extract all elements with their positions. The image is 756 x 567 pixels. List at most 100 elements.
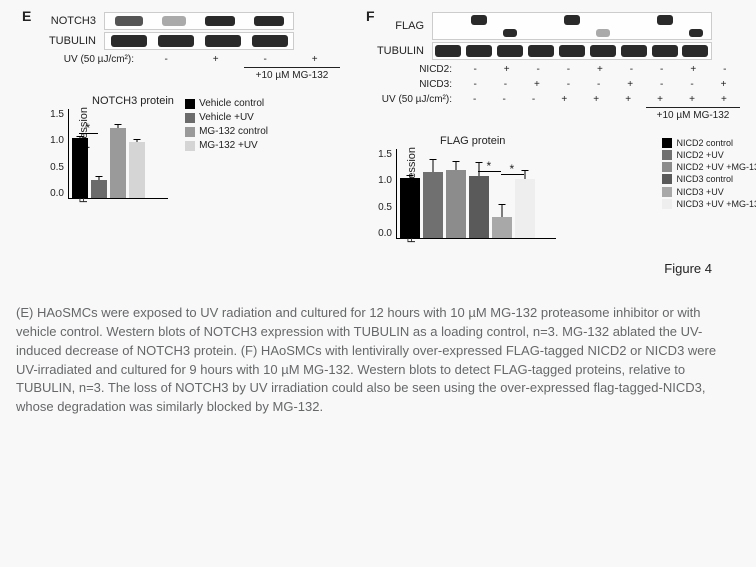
blot-image-tubulin-F <box>432 42 712 60</box>
legend-swatch <box>185 99 195 109</box>
blot-label-tubulin-F: TUBULIN <box>370 45 432 57</box>
condition-value: + <box>721 94 727 105</box>
legend-label: NICD3 control <box>676 173 733 185</box>
blot-label-notch3: NOTCH3 <box>42 15 104 27</box>
condition-value: - <box>164 54 167 65</box>
legend-swatch <box>662 162 672 172</box>
condition-value: - <box>567 64 570 75</box>
uv-values-E: - + - + <box>142 54 340 65</box>
condition-value: - <box>660 79 663 90</box>
legend-label: NICD3 +UV +MG-132 <box>676 198 756 210</box>
blot-image-notch3 <box>104 12 294 30</box>
band <box>497 45 523 57</box>
condition-value: + <box>213 54 219 65</box>
legend-label: MG-132 control <box>199 125 268 139</box>
legend-swatch <box>185 113 195 123</box>
legend-item: NICD2 +UV <box>662 149 756 161</box>
legend-label: NICD3 +UV <box>676 186 723 198</box>
legend-swatch <box>185 141 195 151</box>
condition-value: + <box>627 79 633 90</box>
legend-item: Vehicle control <box>185 97 268 111</box>
uv-label-E: UV (50 µJ/cm²): <box>42 54 142 65</box>
legend-label: Vehicle control <box>199 97 264 111</box>
blot-label-tubulin: TUBULIN <box>42 35 104 47</box>
bar <box>446 170 466 238</box>
legend-label: NICD2 +UV <box>676 149 723 161</box>
band <box>590 45 616 57</box>
legend-label: Vehicle +UV <box>199 111 254 125</box>
band <box>528 45 554 57</box>
condition-value: - <box>536 64 539 75</box>
band <box>115 16 143 26</box>
chart-E: NOTCH3 protein Relative expression 1.51.… <box>42 95 340 215</box>
condition-value: - <box>263 54 266 65</box>
condition-label: NICD3: <box>370 79 460 90</box>
y-tick: 0.5 <box>50 162 64 173</box>
y-tick: 1.0 <box>378 175 392 186</box>
significance-mark: * <box>510 162 515 176</box>
legend-swatch <box>662 199 672 209</box>
blot-image-tubulin-E <box>104 32 294 50</box>
condition-value: + <box>721 79 727 90</box>
bar <box>110 128 126 198</box>
lane <box>618 13 649 39</box>
lane <box>557 13 588 39</box>
mg132-bracket-F <box>646 107 740 108</box>
condition-value: - <box>630 64 633 75</box>
panel-label-E: E <box>22 8 31 24</box>
band <box>252 35 288 47</box>
condition-value: + <box>534 79 540 90</box>
band <box>652 45 678 57</box>
condition-value: + <box>312 54 318 65</box>
band <box>111 35 147 47</box>
legend-item: NICD2 +UV +MG-132 <box>662 161 756 173</box>
bar <box>129 142 145 198</box>
condition-value: + <box>593 94 599 105</box>
legend-item: NICD3 +UV <box>662 186 756 198</box>
condition-value: + <box>689 94 695 105</box>
band <box>205 16 235 26</box>
bar <box>423 172 443 238</box>
legend-item: MG-132 control <box>185 125 268 139</box>
mg132-label-F: +10 µM MG-132 <box>646 110 740 121</box>
y-tick: 1.5 <box>50 109 64 120</box>
band <box>205 35 241 47</box>
lane <box>495 13 526 39</box>
legend-swatch <box>662 187 672 197</box>
lane <box>526 13 557 39</box>
band <box>559 45 585 57</box>
lane <box>680 13 711 39</box>
legend-label: NICD2 control <box>676 137 733 149</box>
significance-mark: * <box>86 121 91 135</box>
western-blot-E: NOTCH3 TUBULIN UV (50 µJ/cm²): -+-+ +10 … <box>42 12 340 81</box>
western-blot-F: FLAG TUBULIN NICD2:-+--+--+-NICD3:--+--+… <box>370 12 740 121</box>
y-tick: 0.0 <box>50 188 64 199</box>
condition-value: - <box>723 64 726 75</box>
bar <box>515 179 535 238</box>
legend-item: NICD2 control <box>662 137 756 149</box>
condition-label: NICD2: <box>370 64 460 75</box>
legend-item: NICD3 control <box>662 173 756 185</box>
condition-value: - <box>660 64 663 75</box>
lane <box>464 13 495 39</box>
legend-item: Vehicle +UV <box>185 111 268 125</box>
panel-E: E NOTCH3 TUBULIN UV (50 µJ/cm²): - + - + +1… <box>16 8 340 276</box>
condition-label: UV (50 µJ/cm²): <box>370 94 460 105</box>
condition-value: + <box>504 64 510 75</box>
blot-label-flag: FLAG <box>370 20 432 32</box>
condition-value: + <box>657 94 663 105</box>
band <box>162 16 186 26</box>
band <box>435 45 461 57</box>
y-tick: 1.0 <box>50 135 64 146</box>
figure-caption: (E) HAoSMCs were exposed to UV radiation… <box>16 304 736 417</box>
condition-value: - <box>473 94 476 105</box>
legend-label: NICD2 +UV +MG-132 <box>676 161 756 173</box>
panel-label-F: F <box>366 8 375 24</box>
condition-value: - <box>504 79 507 90</box>
lane <box>587 13 618 39</box>
condition-value: - <box>473 79 476 90</box>
bar <box>72 138 88 198</box>
band <box>158 35 194 47</box>
legend-swatch <box>662 174 672 184</box>
condition-value: + <box>625 94 631 105</box>
